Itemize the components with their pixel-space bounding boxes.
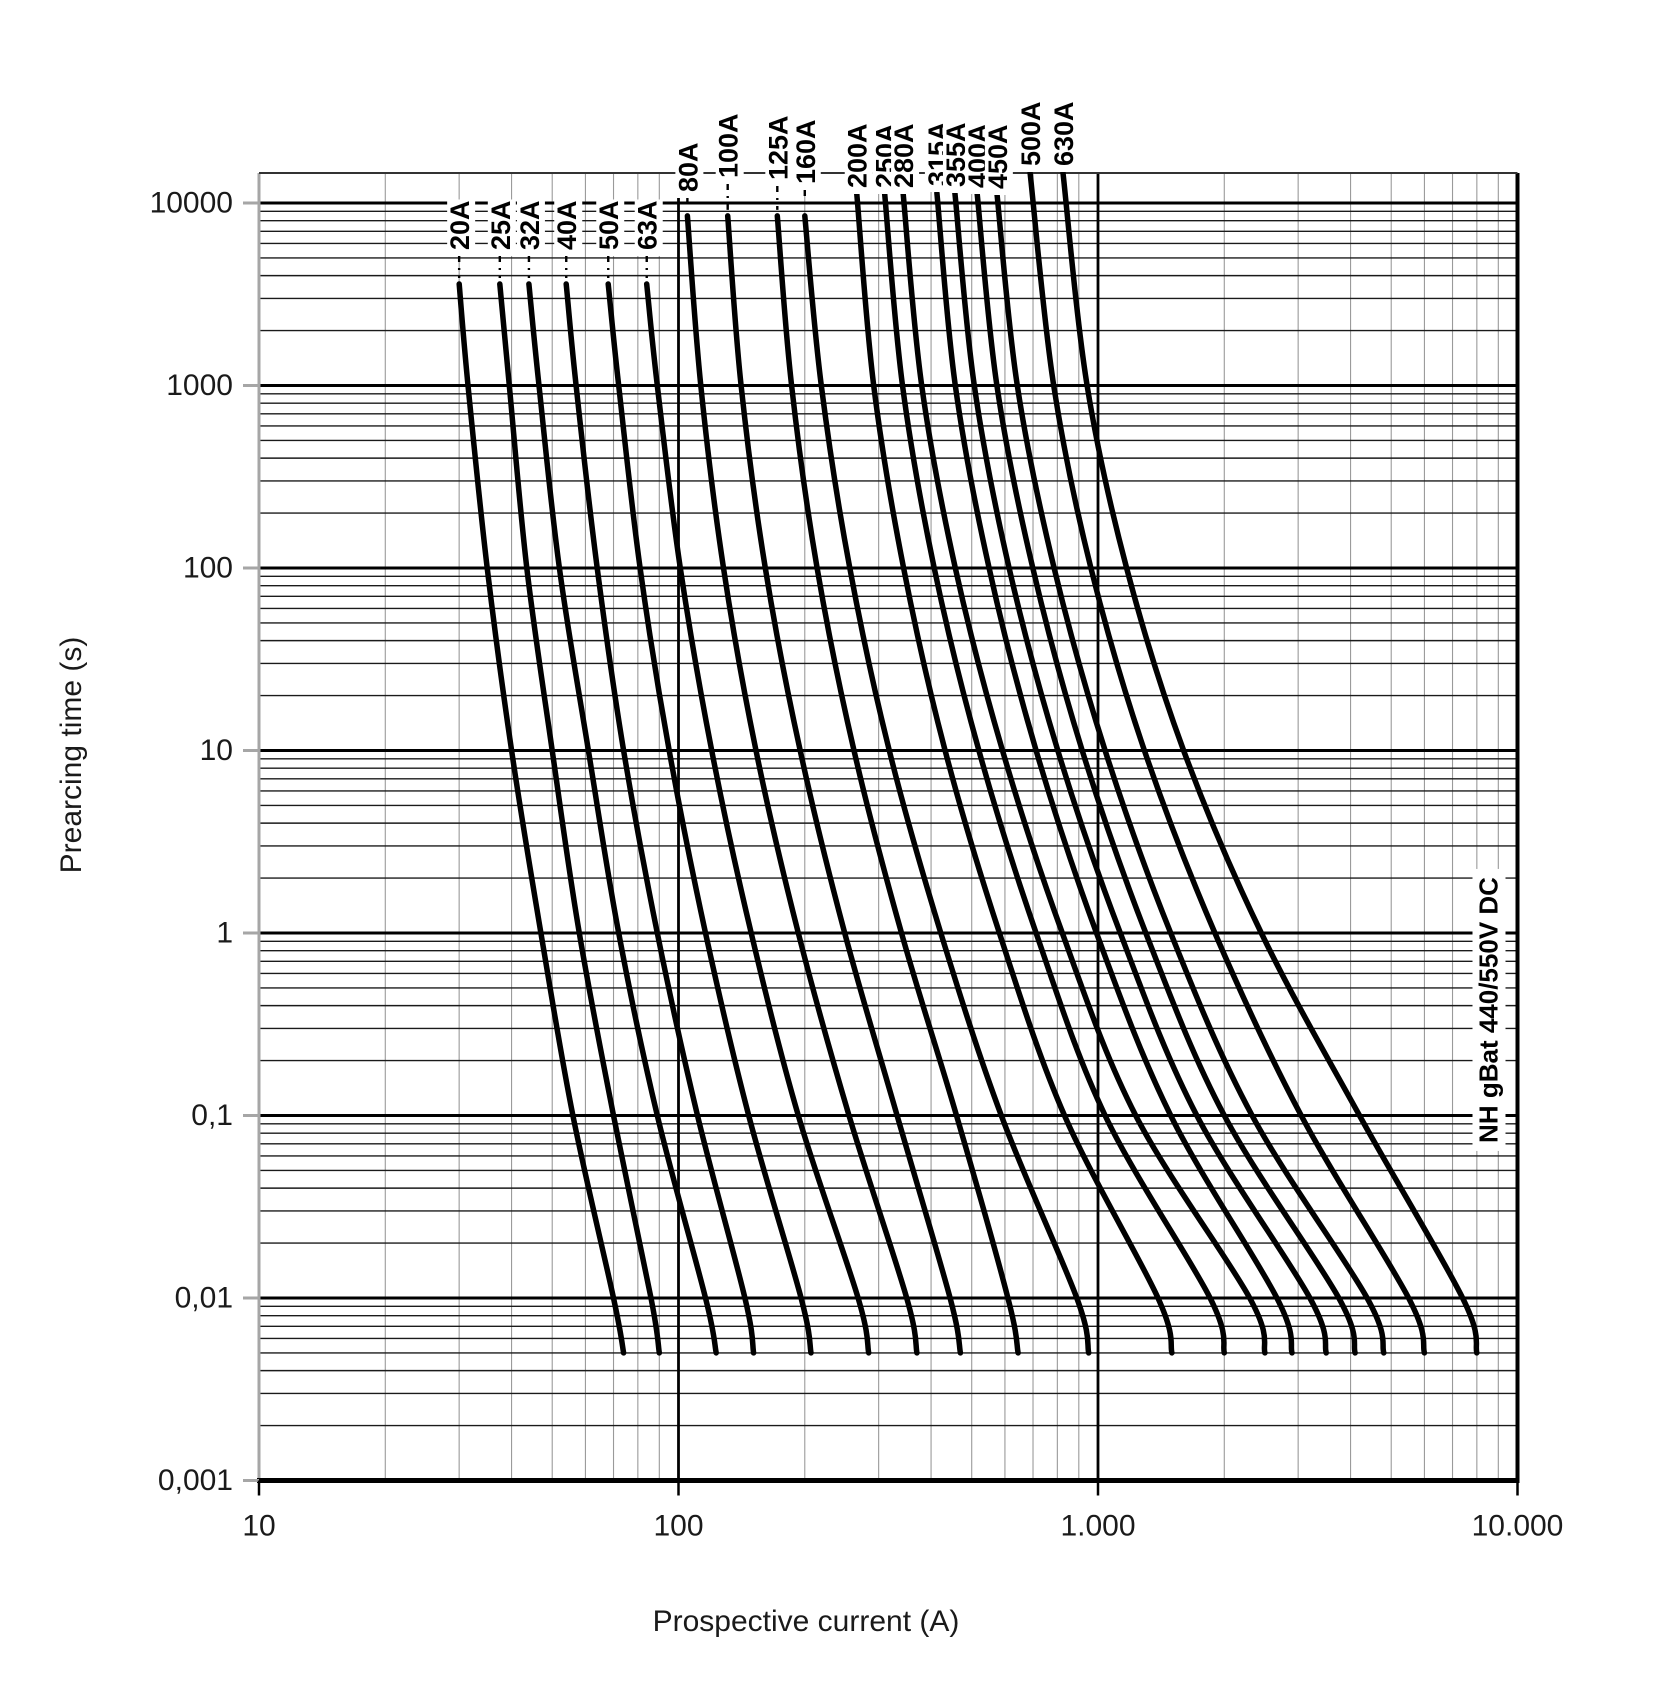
curve-280A	[900, 190, 1268, 1356]
curve-label-bg-280A	[891, 122, 920, 194]
y-tick-label: 0,01	[175, 1282, 233, 1315]
curve-label-bg-40A	[554, 199, 583, 256]
curve-label-bg-630A	[1050, 100, 1079, 172]
curve-20A	[456, 281, 627, 1356]
curve-label-bg-125A	[765, 114, 794, 186]
curve-label-bg-80A	[675, 141, 704, 198]
curve-label-125A: 125A	[763, 115, 793, 180]
curve-630A	[1060, 170, 1480, 1356]
curve-label-bg-63A	[634, 199, 663, 256]
curve-label-100A: 100A	[714, 113, 744, 178]
curve-label-bg-500A	[1018, 100, 1047, 172]
x-axis-title: Prospective current (A)	[652, 1605, 960, 1638]
curve-label-bg-160A	[792, 118, 821, 190]
curve-label-20A: 20A	[445, 200, 475, 250]
curve-400A	[974, 190, 1358, 1356]
curve-label-200A: 200A	[843, 123, 873, 188]
y-tick-label: 1000	[166, 369, 233, 402]
x-tick-label: 10.000	[1472, 1510, 1564, 1543]
curve-250A	[881, 190, 1228, 1356]
y-tick-label: 0,1	[191, 1099, 233, 1132]
curve-450A	[994, 190, 1387, 1356]
curve-160A	[802, 213, 1092, 1356]
y-tick-label: 1	[216, 917, 233, 950]
curve-63A	[643, 281, 872, 1356]
curve-label-630A: 630A	[1049, 101, 1079, 166]
x-tick-label: 100	[653, 1510, 703, 1543]
curve-32A	[526, 281, 719, 1356]
curve-label-bg-20A	[447, 199, 476, 256]
y-tick-label: 100	[183, 552, 233, 585]
curve-80A	[684, 213, 920, 1356]
curve-100A	[724, 213, 964, 1356]
x-tick-label: 1.000	[1060, 1510, 1135, 1543]
curve-50A	[605, 281, 814, 1356]
curve-label-450A: 450A	[983, 124, 1013, 189]
curve-125A	[774, 213, 1021, 1356]
y-axis-title: Prearcing time (s)	[55, 636, 88, 874]
curve-label-32A: 32A	[515, 200, 545, 250]
x-tick-label: 10	[242, 1510, 275, 1543]
curve-label-25A: 25A	[486, 200, 516, 250]
curve-label-bg-100A	[715, 112, 744, 184]
curve-label-bg-50A	[596, 199, 625, 256]
curve-label-160A: 160A	[791, 119, 821, 184]
annotation-fuse-type: NH gBat 440/550V DC	[1472, 869, 1506, 1151]
curve-200A	[853, 190, 1175, 1356]
curve-40A	[563, 281, 757, 1356]
curve-25A	[497, 281, 663, 1356]
curve-label-bg-200A	[844, 122, 873, 194]
curve-label-280A: 280A	[889, 123, 919, 188]
curve-label-bg-450A	[984, 123, 1013, 195]
curve-label-bg-32A	[516, 199, 545, 256]
curve-label-40A: 40A	[552, 200, 582, 250]
curve-label-bg-25A	[487, 199, 516, 256]
curve-355A	[952, 190, 1329, 1356]
y-tick-label: 10	[200, 734, 233, 767]
y-tick-label: 0,001	[158, 1464, 233, 1497]
curve-500A	[1027, 170, 1428, 1356]
curve-label-50A: 50A	[594, 200, 624, 250]
y-tick-label: 10000	[150, 187, 233, 220]
curve-label-80A: 80A	[673, 142, 703, 192]
curve-315A	[934, 190, 1295, 1356]
curve-label-63A: 63A	[633, 200, 663, 250]
curve-label-500A: 500A	[1016, 101, 1046, 166]
